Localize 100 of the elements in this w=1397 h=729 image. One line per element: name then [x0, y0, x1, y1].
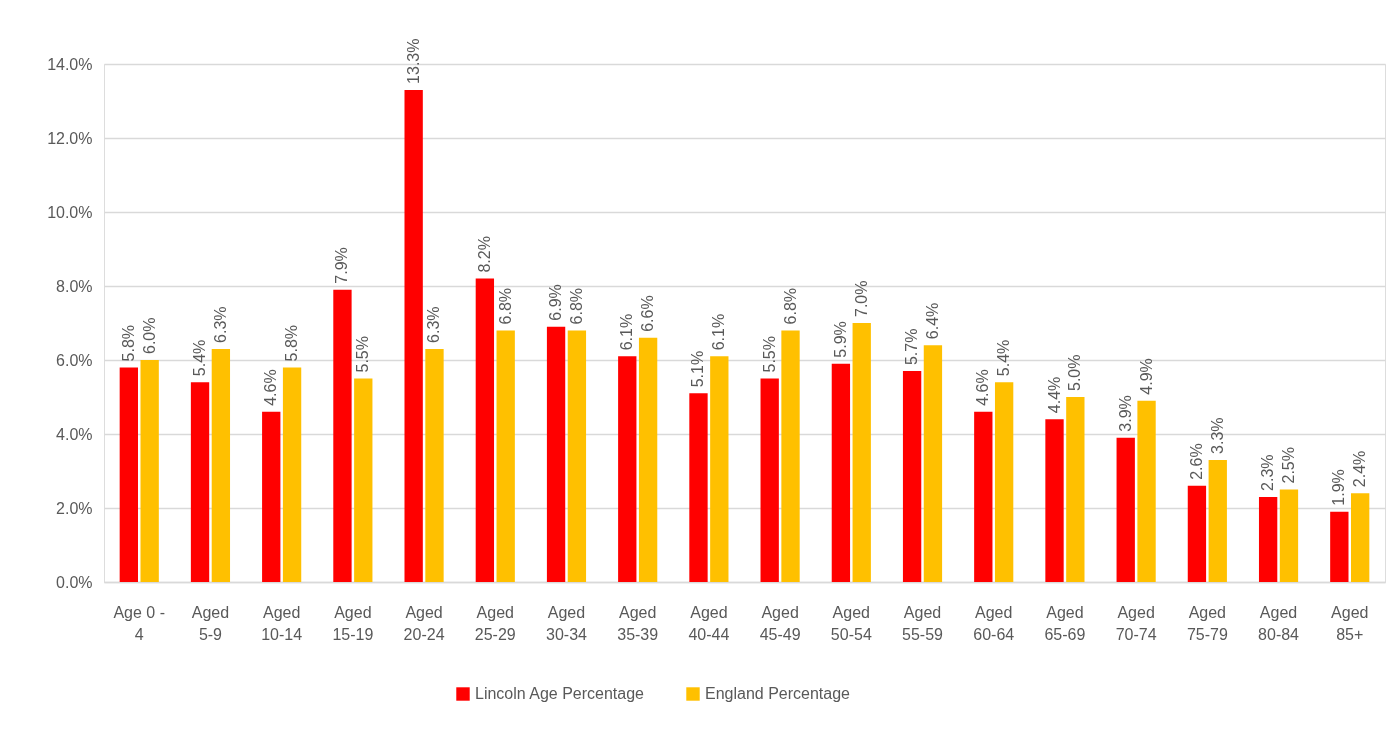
- legend-label: Lincoln Age Percentage: [474, 685, 645, 702]
- bar: [567, 330, 587, 582]
- x-tick-label: Aged 70-74: [1115, 603, 1157, 643]
- y-tick-label: 4.0%: [56, 425, 93, 443]
- data-label: 6.1%: [618, 313, 636, 351]
- y-tick-label: 2.0%: [56, 499, 93, 517]
- x-tick-label: Aged 40-44: [688, 603, 730, 643]
- bar: [1330, 511, 1349, 582]
- data-label: 5.4%: [191, 339, 209, 377]
- bar: [333, 289, 352, 582]
- data-label: 6.1%: [710, 313, 728, 351]
- bar: [1258, 496, 1278, 582]
- data-label: 13.3%: [404, 38, 422, 84]
- data-label: 3.3%: [1208, 417, 1226, 454]
- data-label: 6.9%: [547, 284, 565, 321]
- data-label: 6.3%: [425, 306, 443, 343]
- bar: [852, 323, 871, 582]
- x-tick-label: Aged 80-84: [1258, 603, 1300, 643]
- bar: [1279, 489, 1299, 582]
- x-tick-label: Aged 50-54: [830, 603, 872, 643]
- y-tick-label: 0.0%: [56, 573, 93, 591]
- bar: [404, 89, 423, 582]
- bar: [1116, 437, 1135, 582]
- bar: [140, 360, 159, 582]
- data-label: 5.1%: [689, 350, 707, 388]
- data-label: 5.0%: [1066, 354, 1084, 391]
- x-tick-label: Aged 35-39: [617, 603, 659, 643]
- bar: [190, 382, 210, 582]
- x-tick-label: Aged 55-59: [902, 603, 944, 643]
- data-label: 4.4%: [1045, 376, 1063, 414]
- x-tick-label: Aged 85+: [1331, 603, 1369, 643]
- data-label: 6.8%: [567, 287, 585, 325]
- bar: [781, 330, 800, 582]
- data-label: 5.8%: [119, 324, 137, 362]
- data-label: 7.9%: [333, 247, 351, 284]
- x-tick-label: Aged 45-49: [759, 603, 801, 643]
- data-label: 5.4%: [995, 339, 1013, 377]
- x-tick-label: Aged 75-79: [1186, 603, 1228, 643]
- x-tick-label: Aged 65-69: [1044, 603, 1086, 643]
- bar: [211, 348, 231, 582]
- bar: [475, 278, 495, 582]
- bar: [119, 367, 138, 582]
- x-tick-label: Aged 15-19: [332, 603, 374, 643]
- y-tick-label: 14.0%: [47, 55, 93, 73]
- bar: [710, 356, 729, 582]
- bar: [831, 363, 851, 582]
- x-tick-label: Aged 5-9: [191, 603, 230, 643]
- bar: [974, 411, 993, 582]
- data-label: 5.5%: [354, 336, 372, 373]
- data-label: 6.8%: [781, 287, 799, 325]
- bar: [994, 382, 1014, 582]
- x-tick-label: Aged 60-64: [973, 603, 1015, 643]
- data-label: 5.7%: [903, 328, 921, 366]
- data-label: 2.5%: [1279, 447, 1297, 484]
- bar: [638, 337, 658, 582]
- data-label: 6.4%: [923, 302, 941, 340]
- bar: [546, 326, 566, 582]
- bar: [1208, 459, 1227, 582]
- bar: [1351, 493, 1370, 582]
- bar: [425, 348, 444, 582]
- bar: [1066, 397, 1085, 582]
- legend-label: England Percentage: [704, 685, 851, 702]
- data-label: 5.5%: [760, 336, 778, 373]
- data-label: 6.0%: [140, 317, 158, 354]
- data-label: 4.6%: [974, 369, 992, 406]
- data-label: 4.9%: [1137, 358, 1155, 395]
- bar: [262, 411, 281, 582]
- data-label: 6.6%: [639, 295, 657, 332]
- bar: [282, 367, 302, 582]
- bar: [760, 378, 779, 582]
- data-label: 1.9%: [1330, 469, 1348, 506]
- data-label: 2.6%: [1187, 443, 1205, 480]
- data-label: 5.8%: [283, 324, 301, 362]
- data-label: 2.3%: [1259, 454, 1277, 491]
- bar: [354, 378, 373, 582]
- bar: [496, 330, 515, 582]
- x-tick-label: Aged 25-29: [474, 603, 516, 643]
- data-label: 6.3%: [211, 306, 229, 343]
- data-label: 3.9%: [1116, 395, 1134, 432]
- bar: [1187, 485, 1207, 582]
- bar: [1137, 400, 1156, 582]
- y-tick-label: 12.0%: [47, 129, 93, 147]
- x-tick-label: Aged 10-14: [261, 603, 303, 643]
- data-label: 5.9%: [831, 321, 849, 358]
- data-label: 6.8%: [496, 287, 514, 325]
- y-tick-label: 10.0%: [47, 203, 93, 221]
- bar: [689, 393, 708, 582]
- data-label: 2.4%: [1351, 450, 1369, 488]
- bar: [902, 371, 922, 582]
- bar: [923, 345, 943, 582]
- bar: [618, 356, 637, 582]
- data-label: 8.2%: [475, 236, 493, 273]
- y-tick-label: 6.0%: [56, 351, 93, 369]
- x-tick-label: Aged 20-24: [403, 603, 445, 643]
- data-label: 7.0%: [852, 280, 870, 317]
- x-tick-label: Age 0 - 4: [113, 603, 166, 643]
- x-tick-label: Aged 30-34: [546, 603, 588, 643]
- bar: [1045, 419, 1064, 582]
- y-tick-label: 8.0%: [56, 277, 93, 295]
- data-label: 4.6%: [262, 369, 280, 406]
